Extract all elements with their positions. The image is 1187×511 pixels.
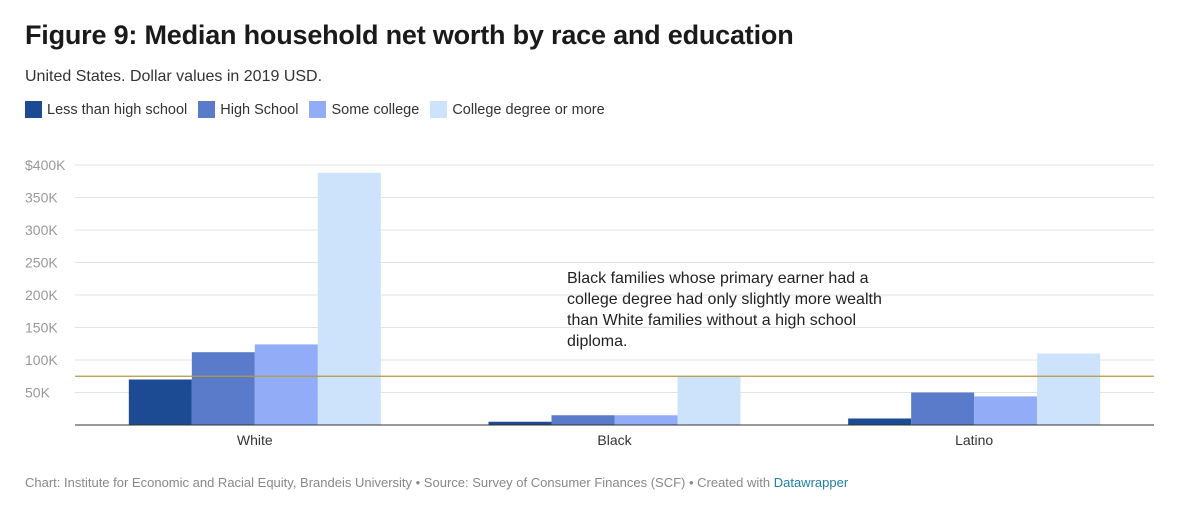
bar [677,376,741,425]
legend-swatch [430,101,448,118]
annotation-line: than White families without a high schoo… [567,312,856,329]
legend-label: Some college [331,101,420,118]
bar [911,392,975,425]
legend-label: College degree or more [452,101,605,118]
annotation-line: college degree had only slightly more we… [567,291,882,308]
bar-chart: $400K 350K 300K 250K 200K 150K 100K 50K White Bla… [25,157,1154,448]
chart-footer: Chart: Institute for Economic and Racial… [25,475,848,490]
y-tick-label: 150K [25,320,58,336]
legend: Less than high school High School Some c… [25,101,616,118]
legend-item-college-degree-or-more: College degree or more [430,101,605,118]
bar [128,379,192,425]
bar [974,396,1038,425]
legend-label: Less than high school [47,101,188,118]
legend-swatch [198,101,216,118]
y-tick-label: 50K [25,385,51,401]
bar [317,172,381,425]
legend-label: High School [220,101,299,118]
y-tick-label: 250K [25,255,58,271]
chart-subtitle: United States. Dollar values in 2019 USD… [25,68,323,85]
bar [1037,353,1101,425]
y-tick-label: $400K [25,157,66,173]
legend-item-some-college: Some college [309,101,419,118]
bar [848,418,912,425]
datawrapper-link[interactable]: Datawrapper [773,475,849,490]
y-tick-label: 100K [25,352,58,368]
legend-swatch [309,101,327,118]
chart-title: Figure 9: Median household net worth by … [25,20,794,50]
x-tick-label: Latino [955,432,993,448]
footer-credits: Chart: Institute for Economic and Racial… [25,475,774,490]
legend-swatch [25,101,42,118]
x-tick-label: Black [597,432,632,448]
bar [614,415,678,425]
y-tick-label: 350K [25,190,58,206]
y-tick-label: 200K [25,287,58,303]
annotation-text: Black families whose primary earner had … [567,270,882,350]
annotation-line: diploma. [567,333,627,350]
bar [191,352,255,425]
annotation-line: Black families whose primary earner had … [567,270,869,287]
legend-item-less-than-high-school: Less than high school [25,101,187,118]
x-tick-label: White [237,432,273,448]
bar [551,415,615,425]
bar [488,421,552,425]
legend-item-high-school: High School [198,101,298,118]
y-tick-label: 300K [25,222,58,238]
bar [254,344,318,425]
